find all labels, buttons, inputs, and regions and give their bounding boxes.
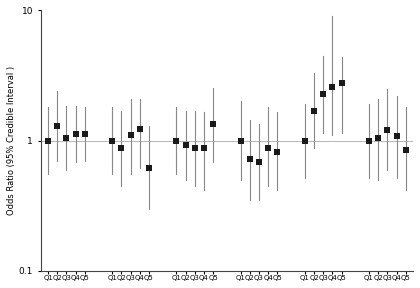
- Y-axis label: Odds Ratio (95% Credible Interval ): Odds Ratio (95% Credible Interval ): [7, 66, 16, 215]
